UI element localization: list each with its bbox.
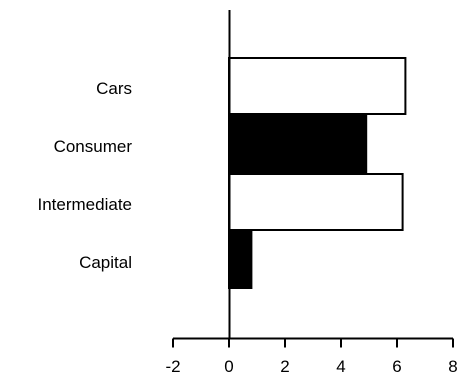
bar-cars [228,57,407,115]
x-tick-label: 0 [224,357,233,376]
x-tick-label: 6 [392,357,401,376]
x-tick-label: 8 [448,357,457,376]
x-axis-ticks [172,338,454,348]
bars-group [228,57,407,289]
x-tick-label: -2 [165,357,180,376]
bar-consumer [228,115,368,173]
category-label-cars: Cars [96,79,132,98]
category-labels: Cars Consumer Intermediate Capital [38,79,133,272]
bar-capital [228,231,253,289]
x-tick-label: 4 [336,357,345,376]
category-label-intermediate: Intermediate [38,195,133,214]
x-tick-label: 2 [280,357,289,376]
x-axis-tick-labels: -2 0 2 4 6 8 [165,357,457,376]
bar-intermediate [228,173,404,231]
category-label-consumer: Consumer [54,137,133,156]
category-label-capital: Capital [79,253,132,272]
